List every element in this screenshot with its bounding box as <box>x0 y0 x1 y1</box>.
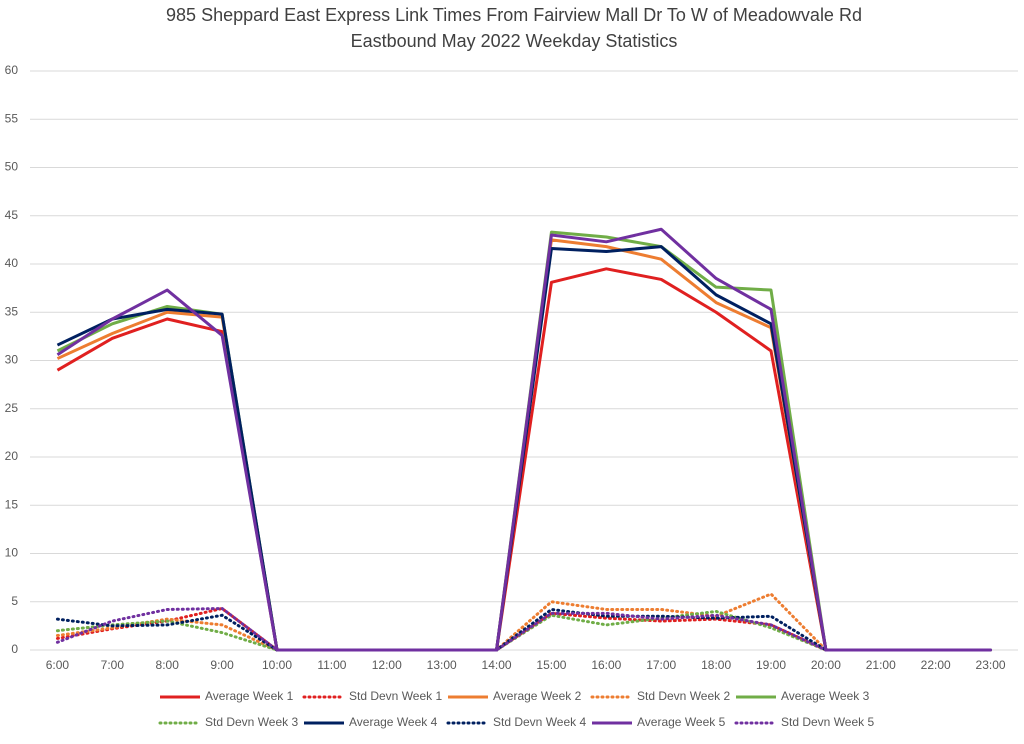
x-tick-label: 9:00 <box>210 658 234 672</box>
series-line <box>55 606 993 652</box>
y-tick-label: 0 <box>11 642 18 656</box>
x-tick-label: 16:00 <box>591 658 621 672</box>
y-tick-label: 40 <box>5 256 19 270</box>
y-tick-label: 20 <box>5 449 19 463</box>
chart-subtitle: Eastbound May 2022 Weekday Statistics <box>351 31 678 51</box>
y-tick-label: 50 <box>5 160 19 174</box>
x-tick-label: 8:00 <box>156 658 180 672</box>
x-tick-label: 18:00 <box>701 658 731 672</box>
series-line <box>56 227 991 652</box>
x-tick-label: 12:00 <box>372 658 402 672</box>
x-tick-label: 11:00 <box>317 658 346 672</box>
x-tick-label: 6:00 <box>46 658 70 672</box>
legend-label: Std Devn Week 2 <box>637 689 730 703</box>
x-tick-label: 23:00 <box>976 658 1006 672</box>
y-tick-label: 15 <box>5 497 19 511</box>
legend-label: Std Devn Week 1 <box>349 689 442 703</box>
legend-label: Average Week 1 <box>205 689 294 703</box>
y-tick-label: 10 <box>5 546 19 560</box>
y-tick-label: 5 <box>11 594 18 608</box>
x-tick-label: 21:00 <box>866 658 896 672</box>
legend-label: Average Week 5 <box>637 715 726 729</box>
y-tick-label: 25 <box>5 401 19 415</box>
series-line <box>55 592 993 652</box>
x-tick-label: 19:00 <box>756 658 786 672</box>
x-tick-label: 14:00 <box>482 658 512 672</box>
y-tick-label: 35 <box>5 304 19 318</box>
legend-label: Std Devn Week 4 <box>493 715 586 729</box>
legend-label: Std Devn Week 3 <box>205 715 298 729</box>
legend-label: Average Week 4 <box>349 715 438 729</box>
y-tick-label: 30 <box>5 353 19 367</box>
y-tick-label: 55 <box>5 111 19 125</box>
x-tick-label: 7:00 <box>101 658 125 672</box>
x-tick-label: 15:00 <box>536 658 566 672</box>
legend-label: Std Devn Week 5 <box>781 715 874 729</box>
x-tick-label: 20:00 <box>811 658 841 672</box>
x-tick-label: 13:00 <box>427 658 457 672</box>
legend-label: Average Week 2 <box>493 689 582 703</box>
chart-title: 985 Sheppard East Express Link Times Fro… <box>166 5 862 25</box>
x-tick-label: 10:00 <box>262 658 292 672</box>
y-tick-label: 45 <box>5 208 19 222</box>
series-line <box>55 607 993 652</box>
x-tick-label: 22:00 <box>921 658 951 672</box>
legend-label: Average Week 3 <box>781 689 870 703</box>
y-tick-label: 60 <box>5 63 19 77</box>
x-tick-label: 17:00 <box>646 658 676 672</box>
